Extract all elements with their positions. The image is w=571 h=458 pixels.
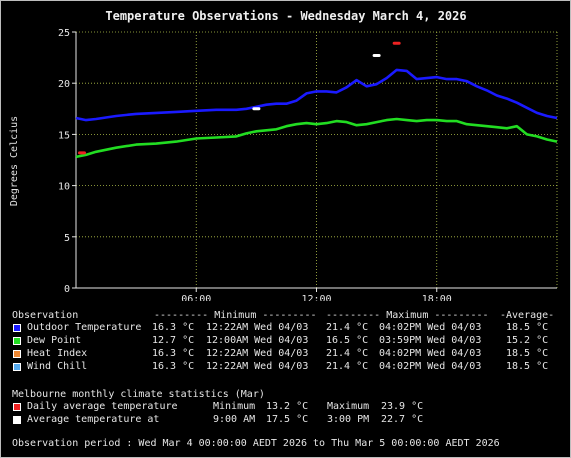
x-tick-label: 18:00 [422, 294, 452, 301]
chart-title: Temperature Observations - Wednesday Mar… [105, 9, 466, 23]
row-label: Outdoor Temperature [27, 322, 142, 333]
daily-average-swatch [13, 403, 21, 411]
legend-swatch [13, 324, 21, 332]
x-tick-label: 06:00 [181, 294, 211, 301]
row-average: 18.5 °C [506, 361, 549, 372]
y-tick-label: 25 [58, 28, 70, 39]
row-max-time: 04:02PM Wed 04/03 [379, 322, 482, 333]
row-min-time: 12:22AM Wed 04/03 [206, 348, 309, 359]
marker-average-temperature-at-9-00-am [252, 107, 261, 111]
legend-swatch [13, 337, 21, 345]
row-max-time: 04:02PM Wed 04/03 [379, 348, 482, 359]
average-at-time2: 3:00 PM [327, 414, 370, 425]
y-tick-label: 10 [58, 182, 70, 193]
row-label: Heat Index [27, 348, 88, 359]
y-tick-label: 20 [58, 79, 70, 90]
row-average: 18.5 °C [506, 322, 549, 333]
row-min-time: 12:22AM Wed 04/03 [206, 361, 309, 372]
series-line-dew-point [75, 117, 558, 159]
average-at-value1: 17.5 °C [266, 414, 309, 425]
y-tick-label: 0 [64, 284, 70, 295]
daily-average-label: Daily average temperature [27, 401, 178, 412]
climate-title: Melbourne monthly climate statistics (Ma… [12, 389, 265, 400]
marker-daily-average-temperature-min [78, 151, 87, 155]
row-average: 15.2 °C [506, 335, 549, 346]
table-header-minimum: --------- Minimum --------- [154, 310, 317, 321]
row-min-time: 12:00AM Wed 04/03 [206, 335, 309, 346]
observation-period: Observation period : Wed Mar 4 00:00:00 … [12, 438, 500, 449]
x-tick-label: 12:00 [301, 294, 331, 301]
row-label: Dew Point [27, 335, 82, 346]
marker-average-temperature-at-3-00-pm [372, 54, 381, 58]
table-header-observation: Observation [12, 310, 79, 321]
average-at-swatch [13, 416, 21, 424]
table-header-average: -Average- [500, 310, 555, 321]
series-line-outdoor-temperature [75, 68, 558, 122]
row-min-value: 12.7 °C [152, 335, 195, 346]
average-at-value2: 22.7 °C [381, 414, 424, 425]
y-tick-label: 5 [64, 233, 70, 244]
row-min-value: 16.3 °C [152, 322, 195, 333]
marker-daily-average-temperature-max [392, 41, 401, 45]
legend-swatch [13, 350, 21, 358]
daily-max-value: 23.9 °C [381, 401, 424, 412]
grid-lines [76, 31, 558, 288]
row-min-value: 16.3 °C [152, 348, 195, 359]
climate-markers [78, 41, 401, 155]
plot-area [76, 32, 557, 288]
row-label: Wind Chill [27, 361, 88, 372]
table-header-maximum: --------- Maximum --------- [326, 310, 489, 321]
row-max-time: 04:02PM Wed 04/03 [379, 361, 482, 372]
average-at-label: Average temperature at [27, 414, 160, 425]
row-max-value: 16.5 °C [326, 335, 369, 346]
axes: 0 5 10 15 20 25 06:00 12:00 18:00 [58, 28, 557, 301]
row-max-time: 03:59PM Wed 04/03 [379, 335, 482, 346]
daily-max-label: Maximum [327, 401, 370, 412]
y-axis-label: Degrees Celcius [9, 116, 20, 206]
row-max-value: 21.4 °C [326, 361, 369, 372]
temperature-chart: Temperature Observations - Wednesday Mar… [9, 9, 558, 301]
row-max-value: 21.4 °C [326, 348, 369, 359]
daily-min-value: 13.2 °C [266, 401, 309, 412]
row-average: 18.5 °C [506, 348, 549, 359]
row-min-value: 16.3 °C [152, 361, 195, 372]
average-at-time1: 9:00 AM [213, 414, 256, 425]
series-lines [75, 68, 558, 159]
row-max-value: 21.4 °C [326, 322, 369, 333]
daily-min-label: Minimum [213, 401, 256, 412]
y-tick-label: 15 [58, 130, 70, 141]
legend-swatch [13, 363, 21, 371]
row-min-time: 12:22AM Wed 04/03 [206, 322, 309, 333]
